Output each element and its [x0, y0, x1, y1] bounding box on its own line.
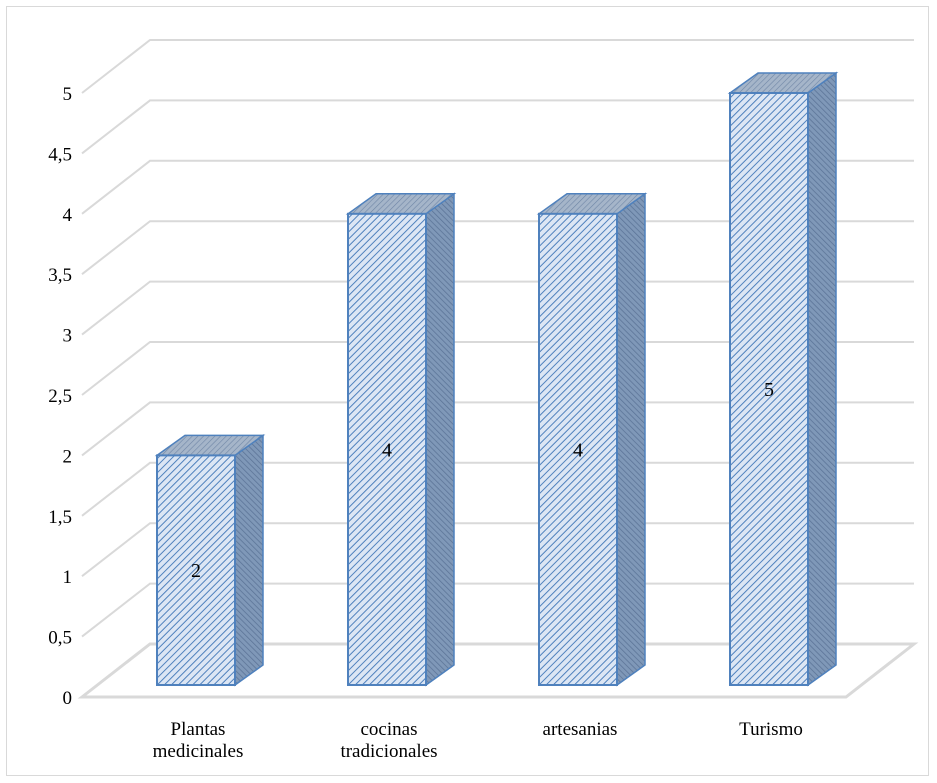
data-labels: 2 4 4 5	[191, 379, 774, 582]
gridline	[81, 461, 914, 517]
x-category-label: artesanias	[543, 719, 618, 740]
y-axis-tick-labels: 0 0,5 1 1,5 2 2,5 3 3,5 4 4,5 5	[48, 84, 72, 709]
y-tick-label: 5	[63, 84, 73, 105]
gridline	[81, 159, 914, 215]
gridline	[81, 39, 914, 94]
gridlines	[77, 39, 919, 699]
bar-side	[807, 71, 837, 687]
y-tick-label: 2,5	[48, 386, 72, 407]
bar-front	[538, 212, 618, 687]
y-tick-label: 1	[63, 567, 73, 588]
y-tick-label: 0	[63, 688, 73, 709]
bar-side	[234, 433, 264, 687]
x-category-label: cocinas tradicionales	[340, 719, 437, 762]
bars	[154, 71, 839, 687]
bar-side	[616, 192, 646, 687]
gridline	[81, 582, 914, 638]
gridline	[81, 280, 914, 336]
data-label: 4	[573, 439, 583, 461]
bar	[154, 433, 266, 687]
data-label: 4	[382, 439, 392, 461]
bar-side	[425, 192, 455, 687]
bar	[727, 71, 839, 687]
bar	[345, 192, 457, 687]
bar-front	[347, 212, 427, 687]
gridline	[81, 220, 914, 275]
chart-floor	[77, 642, 919, 699]
y-tick-label: 1,5	[48, 507, 72, 528]
y-tick-label: 4,5	[48, 144, 72, 165]
x-category-label: Turismo	[739, 719, 803, 740]
bar	[536, 192, 648, 687]
data-label: 5	[764, 379, 774, 401]
bar-front	[729, 92, 809, 686]
bar-front	[156, 454, 236, 686]
gridline	[81, 522, 914, 577]
gridline	[81, 99, 914, 155]
gridline	[81, 341, 914, 396]
y-tick-label: 2	[63, 446, 73, 467]
x-category-label: Plantas medicinales	[153, 719, 244, 762]
y-tick-label: 0,5	[48, 628, 72, 649]
gridline	[81, 401, 914, 457]
y-tick-label: 4	[63, 205, 73, 226]
y-tick-label: 3	[63, 326, 73, 347]
data-label: 2	[191, 560, 201, 582]
x-axis-category-labels: Plantas medicinales cocinas tradicionales ar…	[153, 719, 803, 762]
y-tick-label: 3,5	[48, 265, 72, 286]
